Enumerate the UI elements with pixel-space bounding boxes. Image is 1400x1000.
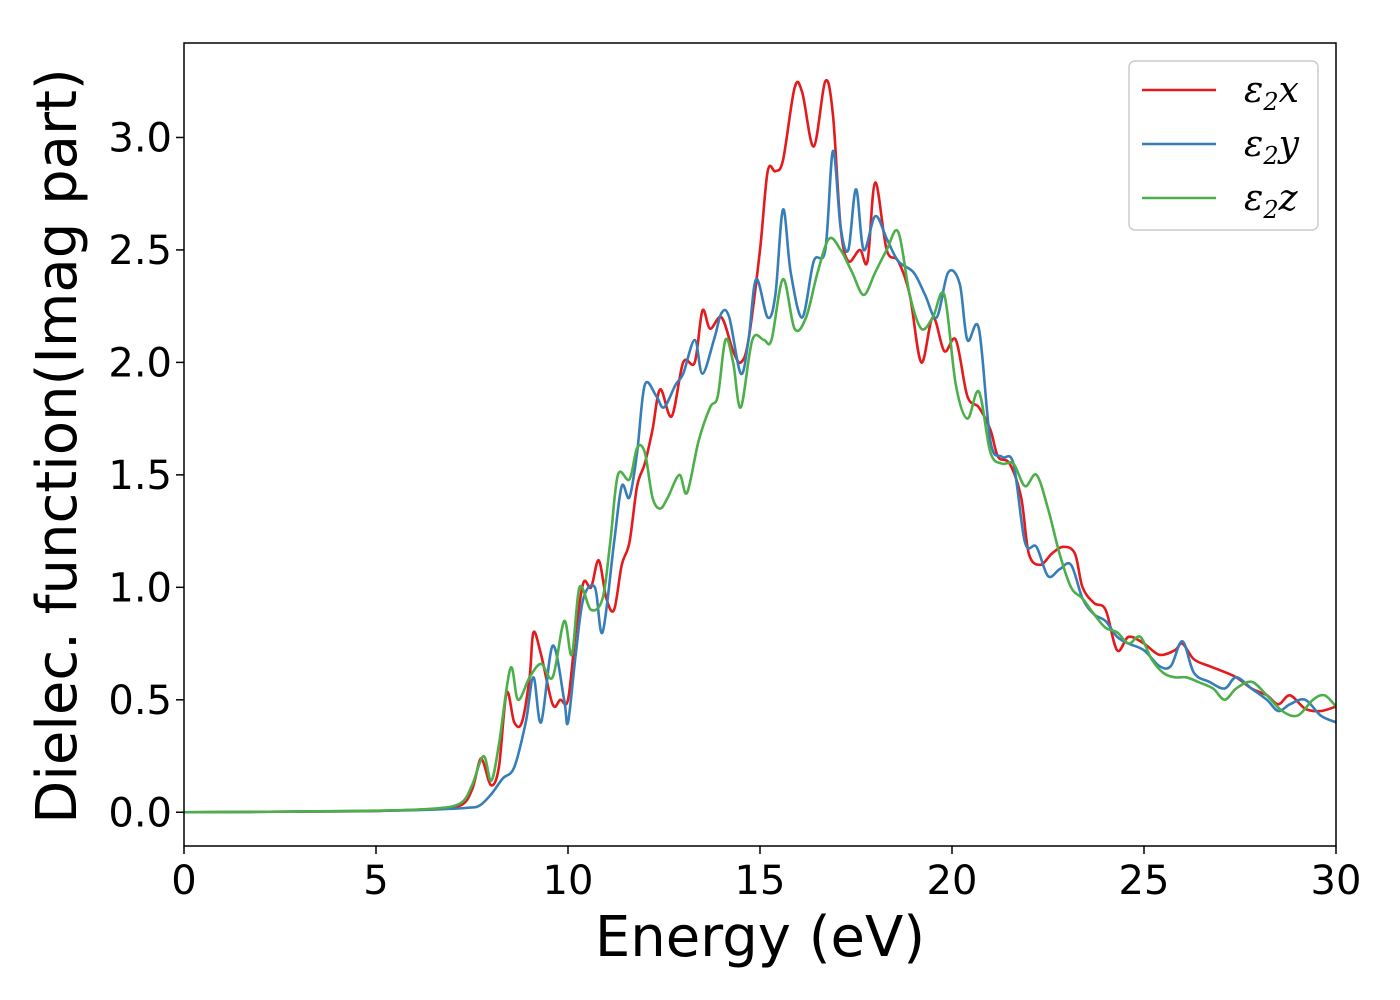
x-tick-label: 20 bbox=[927, 858, 978, 904]
y-tick-label: 0.5 bbox=[108, 678, 172, 724]
legend-label-x: ε2x bbox=[1244, 70, 1299, 116]
legend-label-z: ε2z bbox=[1244, 178, 1299, 224]
series-line-x bbox=[183, 78, 1337, 814]
y-tick-label: 3.0 bbox=[108, 115, 172, 161]
x-tick-label: 10 bbox=[543, 858, 594, 904]
series-line-z bbox=[183, 228, 1337, 814]
x-tick-label: 30 bbox=[1311, 858, 1362, 904]
series-layer bbox=[183, 78, 1337, 814]
y-tick-label: 2.5 bbox=[108, 228, 172, 274]
x-tick-label: 0 bbox=[171, 858, 196, 904]
x-axis-ticks: 0 5 10 15 20 25 30 bbox=[171, 846, 1361, 904]
y-tick-label: 1.0 bbox=[108, 565, 172, 611]
y-tick-label: 0.0 bbox=[108, 790, 172, 836]
legend-label-y: ε2y bbox=[1244, 124, 1300, 170]
x-axis-title: Energy (eV) bbox=[595, 905, 925, 970]
x-tick-label: 15 bbox=[735, 858, 786, 904]
legend: ε2x ε2y ε2z bbox=[1128, 60, 1319, 231]
x-tick-label: 5 bbox=[363, 858, 388, 904]
y-axis-title: Dielec. function(Imag part) bbox=[25, 68, 90, 824]
y-axis-ticks: 0.0 0.5 1.0 1.5 2.0 2.5 3.0 bbox=[108, 115, 184, 836]
y-tick-label: 2.0 bbox=[108, 340, 172, 386]
series-line-y bbox=[183, 149, 1337, 814]
y-tick-label: 1.5 bbox=[108, 453, 172, 499]
x-tick-label: 25 bbox=[1119, 858, 1170, 904]
legend-box bbox=[1128, 60, 1319, 231]
